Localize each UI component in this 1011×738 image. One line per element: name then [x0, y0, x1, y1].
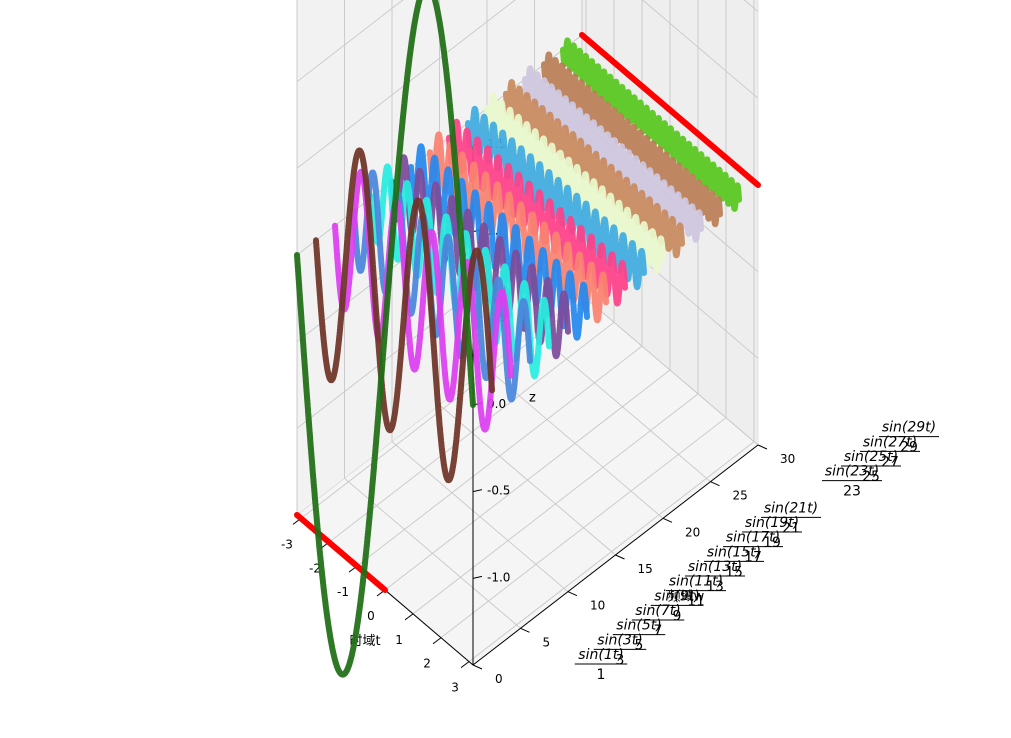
gridline-y [534, 0, 711, 483]
gridline-z [296, 0, 759, 83]
formula-label-sin29: sin(29t) 29 [879, 420, 939, 456]
x-tick-label: 2 [423, 657, 431, 671]
formula-denominator: 1 [597, 667, 606, 683]
formula-denominator: 19 [763, 535, 781, 551]
formula-denominator: 23 [843, 484, 861, 500]
formula-denominator: 17 [744, 550, 762, 566]
formula-label-sin27: sin(27t) 27 [860, 434, 920, 470]
y-tick-label: 30 [780, 452, 795, 466]
y-tick [757, 444, 768, 450]
formula-numerator: sin(23t) [825, 464, 879, 480]
formula-denominator: 7 [654, 623, 663, 639]
x-tick [432, 637, 442, 645]
formula-label-sin23: sin(23t) 23 [822, 464, 882, 500]
red-reference-line [579, 32, 761, 188]
y-tick [662, 517, 673, 523]
x-tick-label: 3 [451, 681, 459, 695]
y-tick-label: 20 [685, 525, 700, 539]
series-line-sin25 [522, 65, 704, 243]
y-tick [567, 591, 578, 597]
label-group: sin(1t) 1 sin(3t) 3 sin(5t) 5 sin(7t) 7 sin(9t) 9… [574, 420, 939, 683]
formula-label-sin25: sin(25t) 25 [841, 449, 901, 485]
x-tick-label: -2 [309, 561, 321, 575]
formula-label-sin1: sin(1t) 1 [574, 647, 628, 683]
z-axis-label: z [529, 390, 536, 405]
formula-numerator: sin(7t) [635, 603, 680, 619]
series-line-sin27 [541, 51, 723, 228]
formula-numerator: sin(21t) [764, 500, 818, 516]
formula-denominator: 3 [616, 652, 625, 668]
x-tick-label: -1 [337, 585, 349, 599]
formula-denominator: 5 [635, 638, 644, 654]
formula-label-sin5: sin(5t) 5 [612, 618, 666, 654]
formula-denominator: 13 [706, 579, 724, 595]
formula-numerator: sin(29t) [882, 420, 936, 436]
formula-numerator: sin(15t) [707, 544, 761, 560]
y-tick [615, 554, 625, 560]
formula-label-sin17: sin(17t) 17 [723, 530, 783, 566]
formula-label-sin15: sin(15t) 15 [704, 544, 764, 580]
y-tick-label: 0 [495, 672, 503, 686]
x-tick [404, 613, 414, 621]
x-tick [460, 661, 470, 669]
y-tick-label: 15 [638, 562, 653, 576]
y-axis-label: 频域w [668, 589, 705, 604]
formula-label-sin19: sin(19t) 19 [742, 515, 802, 551]
formula-numerator: sin(19t) [745, 515, 799, 531]
formula-numerator: sin(5t) [616, 618, 661, 634]
formula-label-sin21: sin(21t) 21 [761, 500, 821, 536]
formula-label-sin7: sin(7t) 7 [631, 603, 685, 639]
y-tick-label: 10 [590, 599, 605, 613]
series-line-sin21 [484, 92, 666, 275]
formula-label-sin11: sin(11t) 11 [666, 574, 726, 610]
z-tick [472, 489, 483, 493]
formula-denominator: 27 [881, 454, 899, 470]
y-tick [710, 481, 720, 487]
formula-label-sin9: sin(9t) 9 [650, 588, 704, 624]
z-tick [472, 575, 483, 579]
series-line-sin7 [351, 169, 533, 403]
formula-numerator: sin(13t) [688, 559, 742, 575]
formula-numerator: sin(11t) [669, 574, 723, 590]
series-line-sin1 [294, 0, 476, 678]
formula-denominator: 21 [782, 520, 800, 536]
formula-numerator: sin(17t) [726, 530, 780, 546]
formula-denominator: 9 [673, 608, 682, 624]
formula-numerator: sin(9t) [654, 588, 699, 604]
gridline-z [296, 0, 759, 169]
marks-group [294, 0, 761, 678]
gridline-group [296, 0, 759, 666]
z-tick-label: -1.0 [487, 570, 510, 584]
y-tick [520, 627, 530, 633]
formula-label-sin3: sin(3t) 3 [593, 632, 647, 668]
formula-numerator: sin(1t) [578, 647, 623, 663]
y-tick-label: 25 [733, 489, 748, 503]
formula-numerator: sin(27t) [863, 434, 917, 450]
red-reference-line [294, 512, 388, 593]
formula-numerator: sin(25t) [844, 449, 898, 465]
y-tick-label: 5 [543, 635, 551, 649]
formula-denominator: 11 [687, 594, 705, 610]
formula-denominator: 25 [862, 469, 880, 485]
series-line-sin29 [560, 37, 742, 212]
x-tick-label: 0 [367, 609, 375, 623]
x-tick-label: -3 [281, 537, 293, 551]
formula-numerator: sin(3t) [597, 632, 642, 648]
formula-denominator: 29 [900, 440, 918, 456]
y-tick [472, 664, 483, 670]
formula-denominator: 15 [725, 564, 743, 580]
x-tick-label: 1 [395, 633, 403, 647]
formula-label-sin13: sin(13t) 13 [685, 559, 745, 595]
series-line-sin3 [313, 147, 495, 484]
z-tick-label: -0.5 [487, 484, 510, 498]
